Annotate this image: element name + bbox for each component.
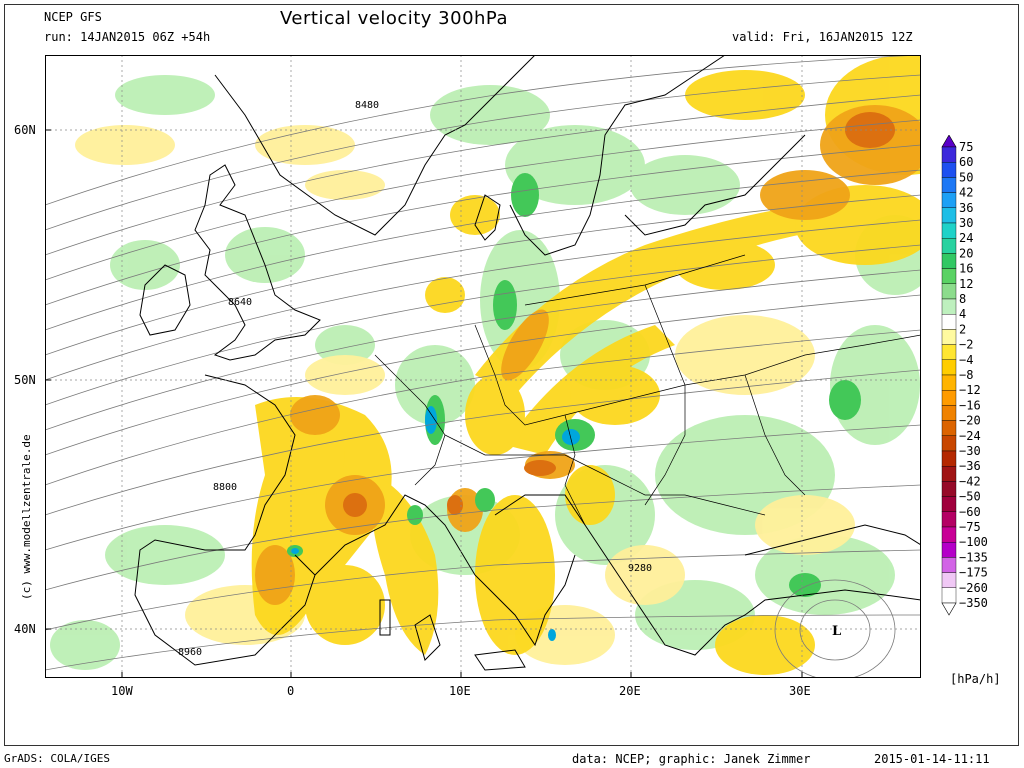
legend-level-label: −175 — [959, 566, 988, 580]
legend-swatch — [941, 177, 957, 193]
borders — [374, 254, 921, 526]
legend-level-label: −75 — [959, 520, 981, 534]
contour-label-8640: 8640 — [228, 297, 252, 308]
legend-swatch — [941, 466, 957, 482]
legend-swatch — [941, 435, 957, 452]
map-border — [45, 55, 921, 678]
legend-unit: [hPa/h] — [950, 672, 1001, 686]
legend-swatch — [941, 313, 957, 330]
page-title: Vertical velocity 300hPa — [280, 8, 509, 29]
legend-swatch — [941, 344, 957, 361]
legend-swatch — [941, 450, 957, 467]
contour-label-8480: 8480 — [355, 100, 379, 111]
contour-label-9280: 9280 — [628, 563, 652, 574]
legend-swatch — [941, 481, 957, 497]
legend-level-label: 8 — [959, 292, 966, 306]
legend-swatch — [941, 557, 957, 573]
legend-level-label: −260 — [959, 581, 988, 595]
legend-swatch — [941, 222, 957, 239]
legend-level-label: 36 — [959, 201, 973, 215]
contour-label-8800: 8800 — [213, 482, 237, 493]
legend-swatch — [941, 420, 957, 437]
legend-swatch — [941, 192, 957, 208]
legend-level-label: 16 — [959, 262, 973, 276]
legend-level-label: −4 — [959, 353, 973, 367]
legend-swatch — [941, 405, 957, 421]
legend-level-label: −8 — [959, 368, 973, 382]
graticule — [45, 55, 921, 678]
run-info: run: 14JAN2015 06Z +54h — [44, 30, 211, 44]
color-legend: 75605042363024201612842−2−4−8−12−16−20−2… — [941, 135, 988, 616]
lat-label-40n: 40N — [14, 622, 36, 636]
legend-level-label: −50 — [959, 490, 981, 504]
watermark: (c) www.modellzentrale.de — [20, 434, 33, 600]
valid-time: valid: Fri, 16JAN2015 12Z — [732, 30, 913, 44]
legend-swatch — [941, 146, 957, 163]
legend-level-label: −2 — [959, 338, 973, 352]
legend-level-label: −20 — [959, 414, 981, 428]
lon-label-30e: 30E — [789, 684, 811, 698]
legend-level-label: −350 — [959, 596, 988, 610]
legend-level-label: 42 — [959, 186, 973, 200]
legend-swatch — [941, 496, 957, 513]
legend-level-label: −30 — [959, 444, 981, 458]
legend-level-label: 12 — [959, 277, 973, 291]
lon-label-20e: 20E — [619, 684, 641, 698]
footer-credit: data: NCEP; graphic: Janek Zimmer — [572, 752, 811, 766]
legend-arrow-bottom — [941, 602, 957, 616]
legend-level-label: −36 — [959, 459, 981, 473]
legend-level-label: −60 — [959, 505, 981, 519]
model-name: NCEP GFS — [44, 10, 102, 24]
legend-level-label: 75 — [959, 140, 973, 154]
legend-level-label: −135 — [959, 550, 988, 564]
legend-swatch — [941, 511, 957, 528]
legend-swatch — [941, 587, 957, 604]
legend-level-label: −16 — [959, 398, 981, 412]
legend-swatch — [941, 268, 957, 285]
legend-swatch — [941, 253, 957, 269]
legend-swatch — [941, 298, 957, 315]
legend-swatch — [941, 572, 957, 589]
legend-swatch — [941, 162, 957, 178]
contour-label-8960: 8960 — [178, 647, 202, 658]
coastlines — [134, 55, 921, 671]
legend-swatch — [941, 283, 957, 300]
low-pressure-marker: L — [832, 624, 841, 639]
legend-level-label: 2 — [959, 322, 966, 336]
lon-label-10e: 10E — [449, 684, 471, 698]
legend-level-label: 24 — [959, 231, 973, 245]
legend-level-label: 60 — [959, 155, 973, 169]
lat-label-50n: 50N — [14, 373, 36, 387]
legend-level-label: 50 — [959, 170, 973, 184]
lat-label-60n: 60N — [14, 123, 36, 137]
footer-timestamp: 2015-01-14-11:11 — [874, 752, 990, 766]
footer-software: GrADS: COLA/IGES — [4, 752, 110, 765]
legend-arrow-top — [941, 135, 957, 148]
legend-swatch — [941, 542, 957, 558]
legend-swatch — [941, 374, 957, 391]
lon-label-10w: 10W — [111, 684, 133, 698]
legend-swatch — [941, 329, 957, 345]
lon-label-0: 0 — [287, 684, 295, 698]
weather-map: 8480 8640 8800 8960 9280 L (c) www.model… — [45, 55, 921, 678]
legend-level-label: −12 — [959, 383, 981, 397]
legend-swatch — [941, 359, 957, 376]
legend-level-label: 20 — [959, 246, 973, 260]
axis-ticks — [45, 129, 803, 678]
legend-level-label: 4 — [959, 307, 966, 321]
figure-frame — [4, 4, 1019, 746]
legend-level-label: −100 — [959, 535, 988, 549]
legend-swatch — [941, 237, 957, 254]
legend-swatch — [941, 389, 957, 406]
legend-swatch — [941, 207, 957, 224]
legend-level-label: 30 — [959, 216, 973, 230]
legend-level-label: −42 — [959, 474, 981, 488]
legend-swatch — [941, 526, 957, 543]
legend-level-label: −24 — [959, 429, 981, 443]
